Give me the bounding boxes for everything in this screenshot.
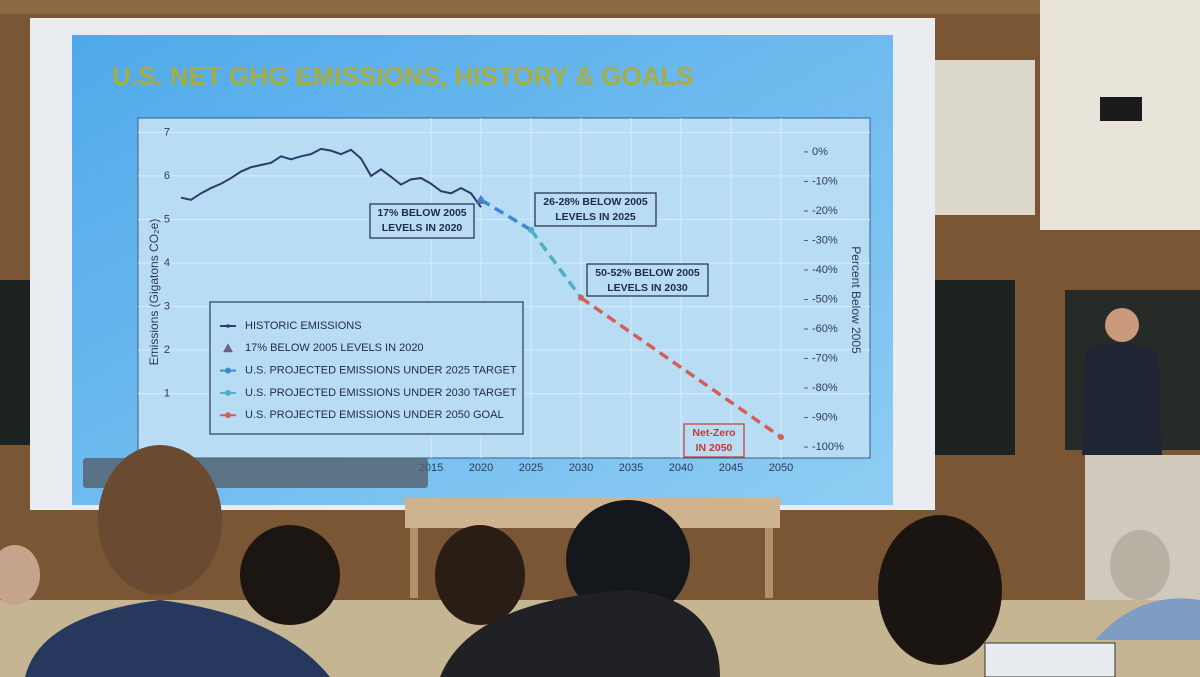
table-leg bbox=[410, 528, 418, 598]
y-axis-title: Emissions (Gigatons CO₂e) bbox=[147, 219, 161, 366]
x-tick-label: 2045 bbox=[719, 462, 743, 474]
audience-head bbox=[878, 515, 1002, 665]
point-marker bbox=[478, 196, 484, 203]
point-marker bbox=[778, 434, 784, 441]
annotation-text: LEVELS IN 2025 bbox=[555, 211, 636, 223]
series-line bbox=[480, 198, 532, 232]
speaker-head bbox=[1105, 308, 1139, 342]
speaker-body bbox=[1082, 342, 1162, 455]
annotation-text: LEVELS IN 2020 bbox=[382, 222, 463, 234]
point-marker bbox=[528, 226, 534, 233]
y2-tick-label: -70% bbox=[812, 352, 838, 364]
legend-label: U.S. PROJECTED EMISSIONS UNDER 2025 TARG… bbox=[245, 365, 517, 377]
annotation-text: Net-Zero bbox=[692, 427, 735, 439]
x-tick-label: 2025 bbox=[519, 462, 543, 474]
annotation-box bbox=[683, 423, 745, 458]
chalkboard bbox=[935, 280, 1015, 455]
annotation-box bbox=[534, 192, 657, 227]
y-tick-label: 2 bbox=[164, 344, 170, 356]
audience-head bbox=[1110, 530, 1170, 600]
audience-head bbox=[0, 545, 40, 605]
series-line bbox=[579, 296, 783, 439]
annotation-text: 17% BELOW 2005 bbox=[377, 207, 466, 219]
legend-label: U.S. PROJECTED EMISSIONS UNDER 2050 GOAL bbox=[245, 409, 504, 421]
x-tick-label: 2035 bbox=[619, 462, 643, 474]
chart: 2015 2020 2025 2030 2035 2040 2045 205012345670… bbox=[138, 118, 870, 474]
audience-head bbox=[435, 525, 525, 625]
y2-tick-label: -10% bbox=[812, 175, 838, 187]
annotation-text: IN 2050 bbox=[696, 442, 733, 454]
table-leg bbox=[765, 528, 773, 598]
y-tick-label: 7 bbox=[164, 126, 170, 138]
point-marker bbox=[225, 367, 231, 374]
y2-tick-label: -50% bbox=[812, 293, 838, 305]
series-line bbox=[180, 147, 482, 208]
annotation-text: LEVELS IN 2030 bbox=[607, 282, 688, 294]
legend-label: HISTORIC EMISSIONS bbox=[245, 320, 362, 332]
audience-head bbox=[98, 445, 222, 595]
x-tick-label: 2050 bbox=[769, 462, 793, 474]
y-tick-label: 4 bbox=[164, 257, 170, 269]
upper-wall-left bbox=[935, 60, 1035, 215]
triangle-marker bbox=[223, 343, 233, 353]
camera bbox=[1100, 97, 1142, 121]
legend-label: U.S. PROJECTED EMISSIONS UNDER 2030 TARG… bbox=[245, 387, 517, 399]
audience-body bbox=[25, 600, 330, 677]
y-tick-label: 3 bbox=[164, 300, 170, 312]
y2-tick-label: -90% bbox=[812, 411, 838, 423]
ceiling-trim bbox=[0, 0, 1040, 14]
y-tick-label: 6 bbox=[164, 170, 170, 182]
annotation-box bbox=[369, 203, 475, 239]
laptop bbox=[984, 642, 1116, 677]
x-tick-label: 2020 bbox=[469, 462, 493, 474]
point-marker bbox=[578, 294, 584, 301]
y2-tick-label: -100% bbox=[812, 441, 844, 453]
y2-tick-label: -60% bbox=[812, 323, 838, 335]
point-marker bbox=[225, 389, 231, 396]
annotation-text: 50-52% BELOW 2005 bbox=[595, 267, 700, 279]
y-tick-label: 1 bbox=[164, 387, 170, 399]
y2-tick-label: -30% bbox=[812, 234, 838, 246]
annotation-box bbox=[586, 263, 709, 297]
point-marker bbox=[226, 324, 230, 328]
y2-tick-label: 0% bbox=[812, 146, 828, 158]
y2-tick-label: -80% bbox=[812, 382, 838, 394]
audience-cap bbox=[566, 500, 690, 620]
y2-axis-title: Percent Below 2005 bbox=[849, 246, 863, 354]
annotation-text: 26-28% BELOW 2005 bbox=[543, 196, 648, 208]
legend-box bbox=[209, 301, 524, 435]
y-tick-label: 5 bbox=[164, 213, 170, 225]
x-tick-label: 2030 bbox=[569, 462, 593, 474]
series-line bbox=[529, 228, 583, 299]
audience-head bbox=[240, 525, 340, 625]
x-tick-label: 2040 bbox=[669, 462, 693, 474]
legend-label: 17% BELOW 2005 LEVELS IN 2020 bbox=[245, 342, 424, 354]
audience-body bbox=[1095, 598, 1200, 640]
audience-body bbox=[440, 590, 720, 677]
slide-title: U.S. NET GHG EMISSIONS, HISTORY & GOALS bbox=[112, 61, 694, 91]
chalkboard-left bbox=[0, 280, 30, 445]
point-marker bbox=[225, 412, 231, 419]
y2-tick-label: -40% bbox=[812, 264, 838, 276]
y2-tick-label: -20% bbox=[812, 205, 838, 217]
